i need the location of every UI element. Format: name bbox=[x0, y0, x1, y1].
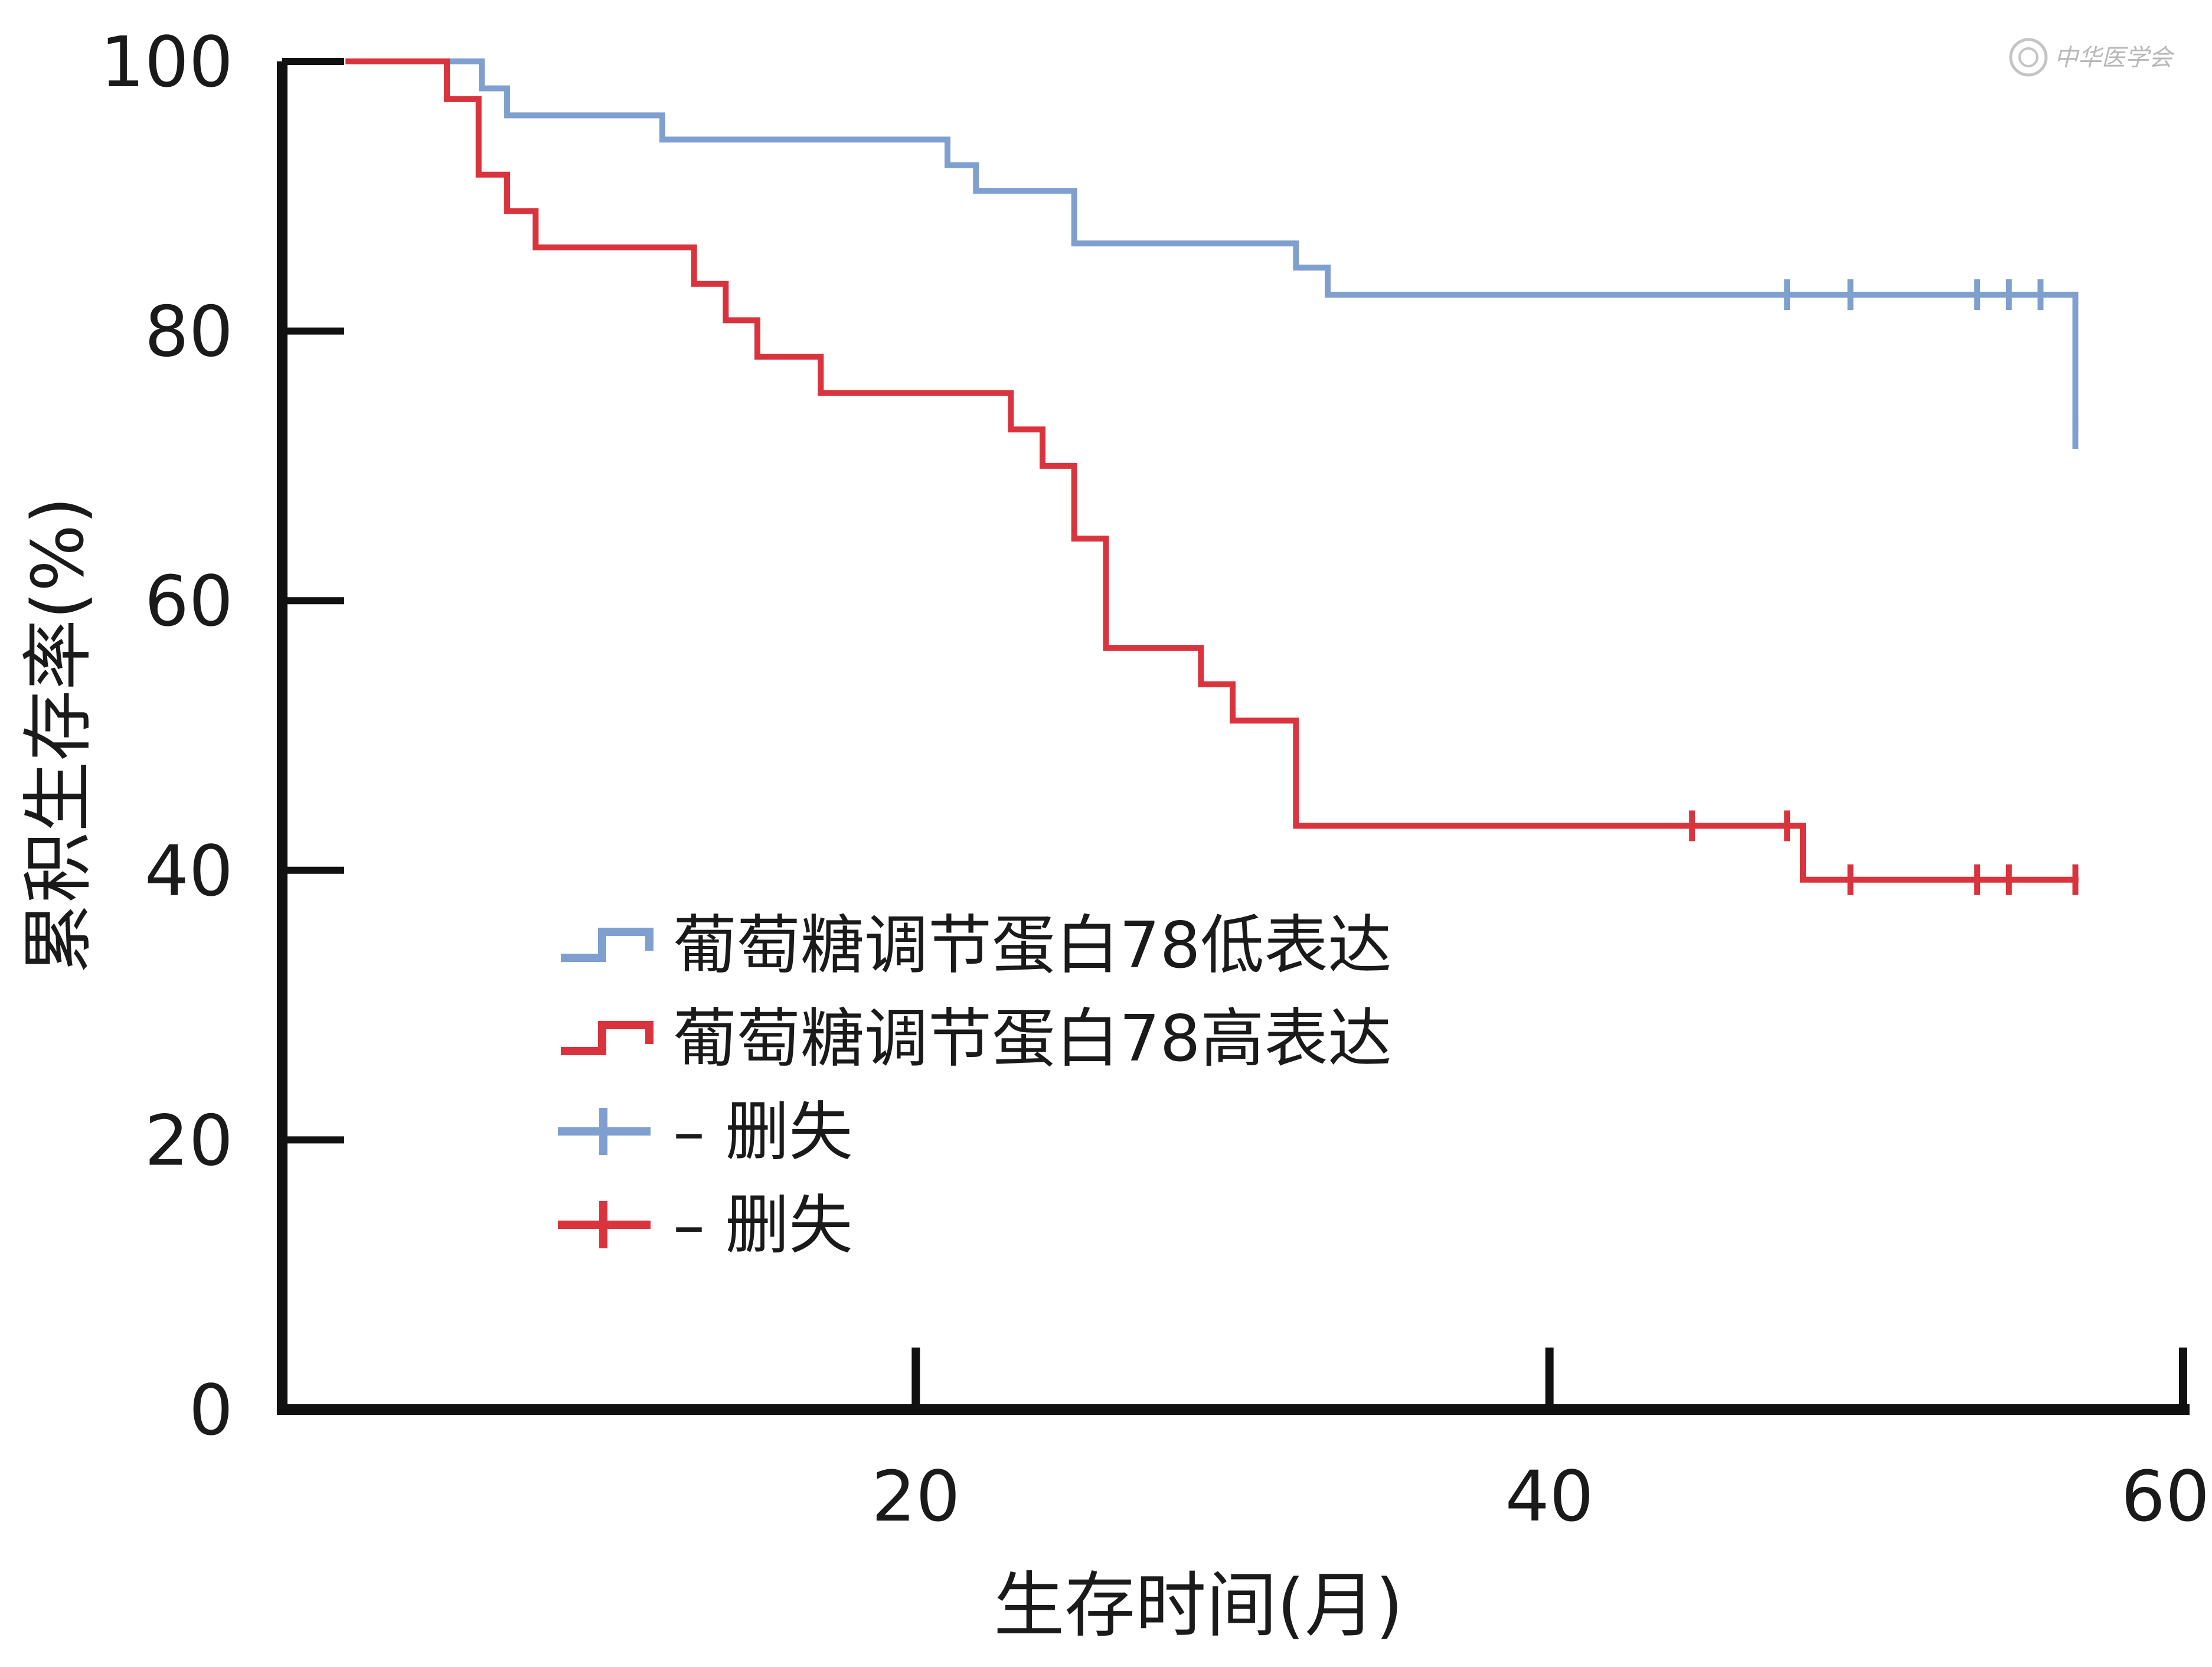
x-tick-label: 40 bbox=[1505, 1456, 1594, 1537]
series-1 bbox=[345, 58, 2079, 449]
y-tick-label: 40 bbox=[145, 830, 233, 912]
y-tick-label: 20 bbox=[145, 1100, 233, 1181]
y-tick-label: 100 bbox=[100, 21, 233, 103]
ticks: 0 20 40 60 80 100 20 40 60 bbox=[100, 21, 2210, 1537]
y-tick-label: 60 bbox=[145, 560, 233, 642]
series-2 bbox=[345, 58, 2079, 895]
watermark-text: 中华医学会 bbox=[2054, 44, 2175, 71]
legend-item-3: – 删失 bbox=[558, 1095, 852, 1169]
x-tick-label: 60 bbox=[2121, 1456, 2210, 1537]
legend-swatch-step bbox=[561, 1021, 654, 1055]
y-tick-label: 0 bbox=[189, 1369, 233, 1451]
watermark: 中华医学会 bbox=[2009, 38, 2175, 77]
legend-item-4: – 删失 bbox=[558, 1189, 852, 1263]
legend-swatch-step bbox=[561, 928, 654, 962]
x-axis-title: 生存时间(月) bbox=[994, 1565, 1403, 1647]
legend-label: 葡萄糖调节蛋白78高表达 bbox=[673, 1002, 1391, 1076]
legend-label: – 删失 bbox=[673, 1095, 852, 1169]
axes bbox=[277, 61, 2190, 1415]
survival-curve-2 bbox=[345, 58, 2079, 883]
y-tick-label: 80 bbox=[145, 291, 233, 373]
legend-label: 葡萄糖调节蛋白78低表达 bbox=[673, 909, 1391, 983]
legend-item-2: 葡萄糖调节蛋白78高表达 bbox=[561, 1002, 1391, 1076]
society-seal-icon bbox=[2009, 38, 2048, 77]
legend-label: – 删失 bbox=[673, 1189, 852, 1263]
series-layer bbox=[345, 58, 2079, 895]
survival-curve-1 bbox=[345, 58, 2079, 434]
legend-item-1: 葡萄糖调节蛋白78低表达 bbox=[561, 909, 1391, 983]
x-tick-label: 20 bbox=[871, 1456, 960, 1537]
y-axis-title: 累积生存率(%) bbox=[18, 497, 100, 974]
